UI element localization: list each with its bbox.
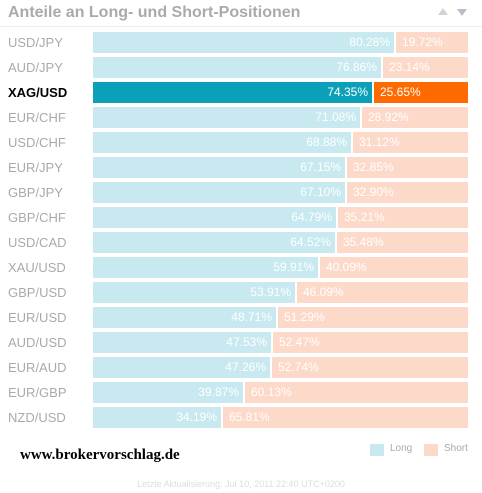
bar-row-xau-usd[interactable]: XAU/USD 59.91% 40.09% xyxy=(0,257,482,278)
short-bar: 52.47% xyxy=(273,332,468,353)
pair-label: XAG/USD xyxy=(8,85,68,100)
bar-row-eur-gbp[interactable]: EUR/GBP 39.87% 60.13% xyxy=(0,382,482,403)
pair-label: AUD/JPY xyxy=(8,60,63,75)
bar-row-gbp-usd[interactable]: GBP/USD 53.91% 46.09% xyxy=(0,282,482,303)
long-bar: 34.19% xyxy=(93,407,221,428)
pair-label: GBP/USD xyxy=(8,285,67,300)
long-bar: 47.26% xyxy=(93,357,270,378)
pair-label: GBP/CHF xyxy=(8,210,66,225)
short-bar: 35.48% xyxy=(337,232,468,253)
short-bar: 28.92% xyxy=(362,107,468,128)
pair-label: AUD/USD xyxy=(8,335,67,350)
short-bar: 51.29% xyxy=(278,307,468,328)
long-bar: 39.87% xyxy=(93,382,243,403)
bar-row-usd-chf[interactable]: USD/CHF 68.88% 31.12% xyxy=(0,132,482,153)
long-bar: 53.91% xyxy=(93,282,295,303)
short-bar: 60.13% xyxy=(245,382,468,403)
bar-row-eur-usd[interactable]: EUR/USD 48.71% 51.29% xyxy=(0,307,482,328)
bar-row-xag-usd[interactable]: XAG/USD 74.35% 25.65% xyxy=(0,82,482,103)
short-bar: 19.72% xyxy=(396,32,468,53)
long-bar: 64.52% xyxy=(93,232,335,253)
pair-label: EUR/JPY xyxy=(8,160,63,175)
short-bar: 65.81% xyxy=(223,407,468,428)
header-divider xyxy=(0,26,482,27)
short-bar: 40.09% xyxy=(320,257,468,278)
short-bar: 31.12% xyxy=(353,132,468,153)
watermark-text: www.brokervorschlag.de xyxy=(20,447,180,463)
short-bar: 52.74% xyxy=(272,357,468,378)
long-bar: 76.86% xyxy=(93,57,381,78)
legend-long-label: Long xyxy=(390,443,413,454)
pair-label: GBP/JPY xyxy=(8,185,63,200)
short-bar: 46.09% xyxy=(297,282,468,303)
bar-row-eur-chf[interactable]: EUR/CHF 71.08% 28.92% xyxy=(0,107,482,128)
pair-label: EUR/CHF xyxy=(8,110,66,125)
expand-down-icon[interactable] xyxy=(457,9,467,16)
long-bar: 80.28% xyxy=(93,32,394,53)
short-bar: 32.85% xyxy=(347,157,468,178)
chart-title: Anteile an Long- und Short-Positionen xyxy=(8,4,301,21)
bar-row-eur-aud[interactable]: EUR/AUD 47.26% 52.74% xyxy=(0,357,482,378)
legend-long-swatch xyxy=(370,444,384,456)
long-bar: 67.15% xyxy=(93,157,345,178)
long-bar: 48.71% xyxy=(93,307,276,328)
long-bar: 47.53% xyxy=(93,332,271,353)
bar-row-aud-usd[interactable]: AUD/USD 47.53% 52.47% xyxy=(0,332,482,353)
long-bar: 74.35% xyxy=(93,82,372,103)
legend-short-label: Short xyxy=(444,443,468,454)
pair-label: USD/JPY xyxy=(8,35,63,50)
short-bar: 23.14% xyxy=(383,57,468,78)
bar-row-gbp-chf[interactable]: GBP/CHF 64.79% 35.21% xyxy=(0,207,482,228)
pair-label: EUR/AUD xyxy=(8,360,67,375)
bar-row-usd-jpy[interactable]: USD/JPY 80.28% 19.72% xyxy=(0,32,482,53)
bar-row-usd-cad[interactable]: USD/CAD 64.52% 35.48% xyxy=(0,232,482,253)
collapse-up-icon[interactable] xyxy=(438,8,448,15)
long-bar: 59.91% xyxy=(93,257,318,278)
position-bars: USD/JPY 80.28% 19.72% AUD/JPY 76.86% 23.14% XA… xyxy=(0,32,482,428)
pair-label: EUR/GBP xyxy=(8,385,67,400)
short-bar: 25.65% xyxy=(374,82,468,103)
bar-row-nzd-usd[interactable]: NZD/USD 34.19% 65.81% xyxy=(0,407,482,428)
last-updated-text: Letzte Aktualisierung: Jul 10, 2011 22:4… xyxy=(137,479,345,489)
bar-row-gbp-jpy[interactable]: GBP/JPY 67.10% 32.90% xyxy=(0,182,482,203)
long-bar: 68.88% xyxy=(93,132,351,153)
long-bar: 64.79% xyxy=(93,207,336,228)
pair-label: NZD/USD xyxy=(8,410,66,425)
short-bar: 35.21% xyxy=(338,207,468,228)
long-bar: 71.08% xyxy=(93,107,360,128)
pair-label: USD/CHF xyxy=(8,135,66,150)
legend-short-swatch xyxy=(424,444,438,456)
pair-label: XAU/USD xyxy=(8,260,66,275)
pair-label: EUR/USD xyxy=(8,310,67,325)
long-bar: 67.10% xyxy=(93,182,345,203)
bar-row-aud-jpy[interactable]: AUD/JPY 76.86% 23.14% xyxy=(0,57,482,78)
bar-row-eur-jpy[interactable]: EUR/JPY 67.15% 32.85% xyxy=(0,157,482,178)
pair-label: USD/CAD xyxy=(8,235,67,250)
short-bar: 32.90% xyxy=(347,182,468,203)
